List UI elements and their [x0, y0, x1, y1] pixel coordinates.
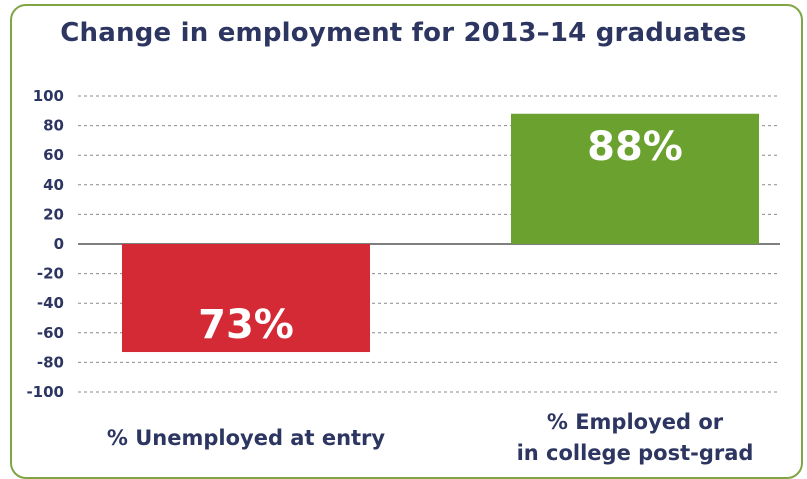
category-label: % Employed or [547, 410, 724, 434]
data-label: 88% [587, 124, 683, 170]
y-axis-ticks: 100 80 60 40 20 0 -20 -40 -60 -80 -100 [26, 87, 64, 401]
data-label: 73% [198, 302, 294, 348]
y-tick-label: 20 [43, 205, 64, 223]
y-tick-label: 40 [43, 176, 64, 194]
y-tick-label: -100 [26, 383, 64, 401]
y-tick-label: 100 [33, 87, 64, 105]
y-tick-label: -60 [37, 324, 64, 342]
bar [122, 244, 370, 353]
y-tick-label: -20 [37, 265, 64, 283]
y-tick-label: -40 [37, 294, 64, 312]
chart-title: Change in employment for 2013–14 graduat… [60, 18, 747, 48]
data-labels: 73% 88% [198, 124, 683, 348]
category-label: % Unemployed at entry [107, 426, 386, 450]
y-tick-label: 80 [43, 117, 64, 135]
category-labels: % Unemployed at entry % Employed or in col… [107, 410, 754, 465]
bar [511, 113, 759, 244]
y-tick-label: 0 [54, 235, 64, 253]
bars [122, 113, 759, 353]
y-tick-label: 60 [43, 146, 64, 164]
y-tick-label: -80 [37, 353, 64, 371]
category-label: in college post-grad [517, 441, 754, 465]
